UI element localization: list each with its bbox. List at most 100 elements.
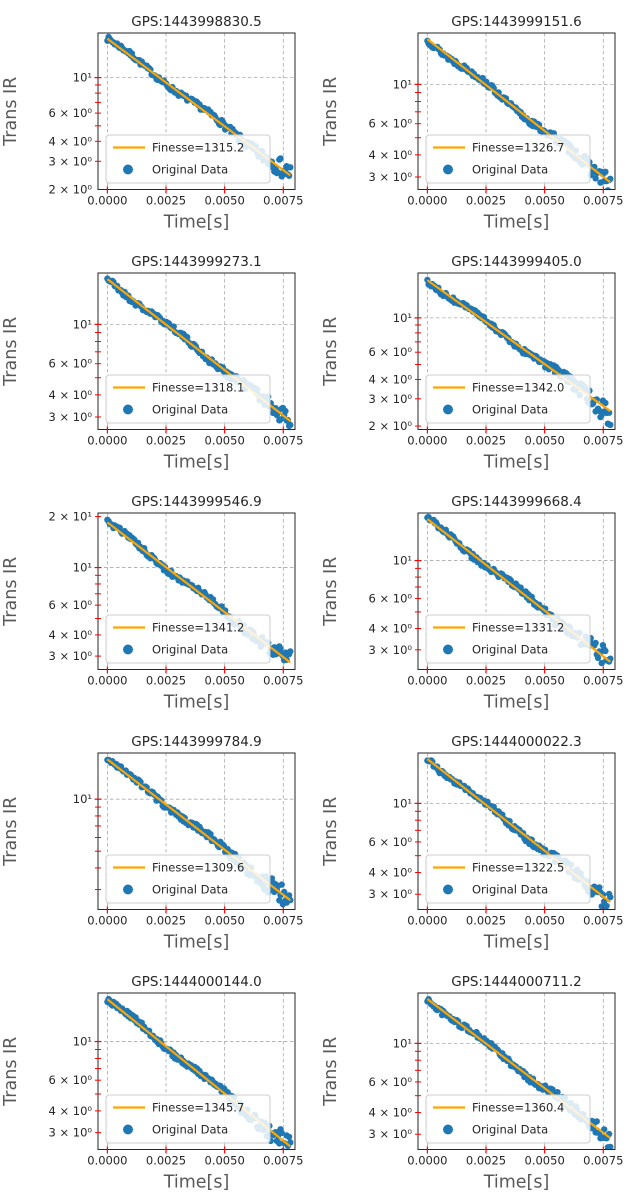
grid-lines bbox=[98, 273, 295, 430]
y-tick-label: 10¹ bbox=[73, 317, 92, 331]
grid-lines bbox=[418, 993, 615, 1150]
x-axis-label: Time[s] bbox=[163, 693, 230, 713]
legend: Finesse=1318.1 Original Data bbox=[105, 374, 271, 424]
grid-lines bbox=[98, 753, 295, 910]
grid-lines bbox=[98, 993, 295, 1150]
legend-label-data: Original Data bbox=[472, 163, 548, 177]
legend: Finesse=1345.7 Original Data bbox=[105, 1094, 271, 1144]
legend-dot-sample-icon bbox=[443, 644, 453, 655]
plot-title: GPS:1444000022.3 bbox=[451, 734, 582, 750]
x-tick-label: 0.0050 bbox=[205, 674, 245, 688]
subplot-4: Finesse=1341.2 Original Data 0.0000 0.0025 0… bbox=[1, 494, 303, 713]
subplot-cell: Finesse=1326.7 Original Data 0.0000 0.0025 0… bbox=[320, 0, 640, 240]
x-tick-label: 0.0050 bbox=[205, 194, 245, 208]
grid-lines bbox=[418, 513, 615, 670]
x-tick-label: 0.0000 bbox=[407, 194, 447, 208]
x-tick-label: 0.0000 bbox=[87, 194, 127, 208]
legend: Finesse=1360.4 Original Data bbox=[425, 1094, 591, 1144]
subplot-8: Finesse=1345.7 Original Data 0.0000 0.0025 0… bbox=[1, 974, 303, 1193]
y-tick-label: 4 × 10⁰ bbox=[368, 866, 412, 880]
legend-dot-sample-icon bbox=[443, 404, 453, 415]
subplot-cell: Finesse=1345.7 Original Data 0.0000 0.0025 0… bbox=[0, 960, 320, 1200]
grid-lines bbox=[418, 273, 615, 430]
x-tick-label: 0.0025 bbox=[146, 674, 186, 688]
legend-label-data: Original Data bbox=[472, 1123, 548, 1137]
legend: Finesse=1326.7 Original Data bbox=[425, 134, 591, 184]
x-tick-label: 0.0000 bbox=[407, 914, 447, 928]
legend-dot-sample-icon bbox=[443, 884, 453, 895]
axes-spines bbox=[417, 272, 616, 430]
plot-title: GPS:1444000711.2 bbox=[451, 974, 582, 990]
y-tick-label: 2 × 10¹ bbox=[48, 510, 92, 524]
x-axis-label: Time[s] bbox=[163, 213, 230, 233]
x-tick-label: 0.0000 bbox=[407, 1154, 447, 1168]
y-axis-label: Trans IR bbox=[1, 1037, 21, 1107]
x-tick-label: 0.0075 bbox=[583, 1154, 623, 1168]
y-tick-label: 4 × 10⁰ bbox=[368, 148, 412, 162]
legend-box bbox=[105, 134, 271, 184]
y-tick-label: 10¹ bbox=[73, 561, 92, 575]
legend-label-finesse: Finesse=1360.4 bbox=[472, 1101, 564, 1115]
y-axis-label: Trans IR bbox=[321, 77, 341, 147]
plot-title: GPS:1443998830.5 bbox=[131, 14, 262, 30]
axes-spines bbox=[97, 752, 296, 910]
tick-marks bbox=[94, 323, 284, 434]
x-tick-label: 0.0050 bbox=[525, 914, 565, 928]
x-axis-label: Time[s] bbox=[483, 1173, 550, 1193]
legend: Finesse=1315.2 Original Data bbox=[105, 134, 271, 184]
legend-label-finesse: Finesse=1342.0 bbox=[472, 381, 564, 395]
grid-lines bbox=[98, 33, 295, 190]
x-tick-label: 0.0075 bbox=[263, 1154, 303, 1168]
legend-label-data: Original Data bbox=[472, 643, 548, 657]
x-tick-label: 0.0000 bbox=[87, 434, 127, 448]
x-tick-label: 0.0025 bbox=[466, 434, 506, 448]
x-tick-label: 0.0075 bbox=[583, 194, 623, 208]
axes-spines bbox=[417, 752, 616, 910]
subplot-cell: Finesse=1318.1 Original Data 0.0000 0.0025 0… bbox=[0, 240, 320, 480]
y-tick-label: 10¹ bbox=[73, 71, 92, 85]
x-tick-label: 0.0000 bbox=[87, 674, 127, 688]
legend-label-data: Original Data bbox=[472, 403, 548, 417]
x-tick-label: 0.0075 bbox=[263, 194, 303, 208]
y-tick-label: 10¹ bbox=[393, 311, 412, 325]
x-tick-label: 0.0025 bbox=[466, 914, 506, 928]
plot-title: GPS:1443999546.9 bbox=[131, 494, 262, 510]
y-tick-label: 3 × 10⁰ bbox=[48, 1126, 92, 1140]
y-axis-label: Trans IR bbox=[1, 557, 21, 627]
legend-label-finesse: Finesse=1341.2 bbox=[152, 621, 244, 635]
legend-label-finesse: Finesse=1331.2 bbox=[472, 621, 564, 635]
legend-box bbox=[105, 614, 271, 664]
x-axis-label: Time[s] bbox=[483, 453, 550, 473]
legend: Finesse=1322.5 Original Data bbox=[425, 854, 591, 904]
legend-label-finesse: Finesse=1315.2 bbox=[152, 141, 244, 155]
y-axis-label: Trans IR bbox=[321, 317, 341, 387]
legend-box bbox=[105, 374, 271, 424]
y-tick-label: 6 × 10⁰ bbox=[368, 1075, 412, 1089]
y-tick-label: 3 × 10⁰ bbox=[48, 649, 92, 663]
legend-dot-sample-icon bbox=[443, 1124, 453, 1135]
subplot-cell: Finesse=1341.2 Original Data 0.0000 0.0025 0… bbox=[0, 480, 320, 720]
x-axis-label: Time[s] bbox=[163, 933, 230, 953]
y-tick-label: 3 × 10⁰ bbox=[368, 392, 412, 406]
legend-box bbox=[425, 854, 591, 904]
y-tick-label: 4 × 10⁰ bbox=[48, 134, 92, 148]
x-tick-label: 0.0025 bbox=[466, 674, 506, 688]
y-tick-label: 4 × 10⁰ bbox=[48, 1104, 92, 1118]
subplot-9: Finesse=1360.4 Original Data 0.0000 0.0025 0… bbox=[321, 974, 623, 1193]
legend: Finesse=1309.6 Original Data bbox=[105, 854, 271, 904]
y-tick-label: 6 × 10⁰ bbox=[368, 591, 412, 605]
legend: Finesse=1331.2 Original Data bbox=[425, 614, 591, 664]
axes-spines bbox=[97, 32, 296, 190]
legend: Finesse=1342.0 Original Data bbox=[425, 374, 591, 424]
y-tick-label: 6 × 10⁰ bbox=[48, 357, 92, 371]
x-tick-label: 0.0075 bbox=[263, 674, 303, 688]
legend-label-data: Original Data bbox=[152, 163, 228, 177]
y-tick-label: 6 × 10⁰ bbox=[48, 1073, 92, 1087]
plot-title: GPS:1443999151.6 bbox=[451, 14, 582, 30]
legend-label-finesse: Finesse=1318.1 bbox=[152, 381, 244, 395]
axes-spines bbox=[417, 992, 616, 1150]
grid-lines bbox=[418, 753, 615, 910]
legend: Finesse=1341.2 Original Data bbox=[105, 614, 271, 664]
legend-label-data: Original Data bbox=[152, 883, 228, 897]
x-tick-label: 0.0025 bbox=[146, 434, 186, 448]
